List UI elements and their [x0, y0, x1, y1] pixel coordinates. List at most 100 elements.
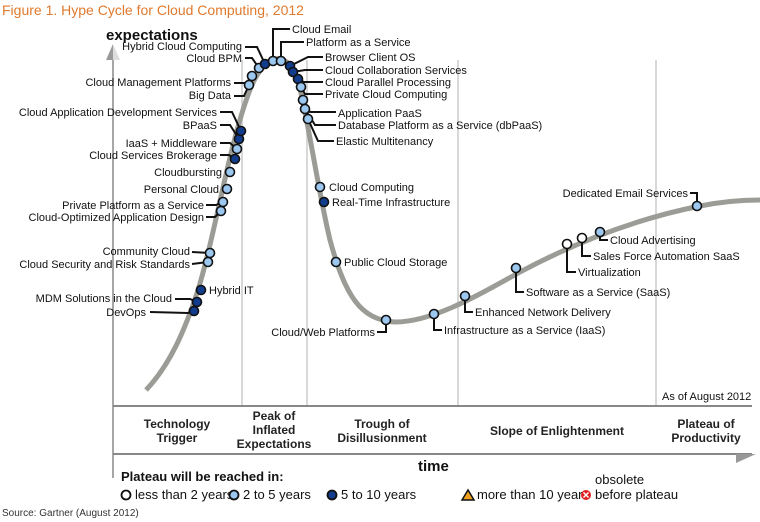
- hype-curve: [144, 56, 760, 392]
- tech-marker-cloud-computing: [314, 181, 326, 193]
- tech-marker-cloud-management-platforms: [246, 70, 258, 82]
- tech-marker-cloud-collaboration-services: [287, 66, 299, 78]
- tech-label-elastic-multitenancy: Elastic Multitenancy: [336, 136, 434, 148]
- tech-label-cloud-services-brokerage: Cloud Services Brokerage: [89, 150, 217, 162]
- phase-label-5: Productivity: [671, 431, 741, 445]
- phase-label-2: Expectations: [237, 437, 312, 451]
- tech-marker-private-platform-as-a-service: [217, 196, 229, 208]
- x-axis-arrow-icon: [736, 454, 756, 463]
- tech-marker-community-cloud: [204, 247, 216, 259]
- tech-label-cloud-collaboration-services: Cloud Collaboration Services: [325, 65, 467, 77]
- leader-browser-client-os: [289, 56, 323, 67]
- technology-labels: DevOps MDM Solutions in the Cloud Hybrid I…: [19, 24, 740, 339]
- tech-label-database-platform-as-a-service-dbpaas: Database Platform as a Service (dbPaaS): [338, 120, 542, 132]
- legend-label-5-to-10: 5 to 10 years: [341, 487, 417, 502]
- figure-title: Figure 1. Hype Cycle for Cloud Computing…: [2, 2, 304, 18]
- tech-label-enhanced-network-delivery: Enhanced Network Delivery: [475, 307, 611, 319]
- tech-marker-dedicated-email-services: [691, 200, 703, 212]
- leader-enhanced-network-delivery: [464, 296, 473, 313]
- tech-marker-cloud-application-development-services: [235, 125, 247, 137]
- tech-label-bpaas: BPaaS: [183, 120, 217, 132]
- tech-label-cloud-web-platforms: Cloud/Web Platforms: [271, 327, 375, 339]
- leader-infrastructure-as-a-service-iaas: [433, 314, 442, 331]
- phase-label-5: Plateau of: [677, 417, 735, 431]
- tech-label-cloud-bpm: Cloud BPM: [186, 53, 242, 65]
- tech-label-iaas-middleware: IaaS + Middleware: [126, 138, 217, 150]
- leader-virtualization: [566, 244, 576, 273]
- tech-label-sales-force-automation-saas: Sales Force Automation SaaS: [593, 251, 740, 263]
- tech-label-cloud-parallel-processing: Cloud Parallel Processing: [325, 77, 451, 89]
- tech-marker-infrastructure-as-a-service-iaas: [428, 308, 440, 320]
- phase-label-3: Trough of: [354, 417, 410, 431]
- tech-label-cloud-computing: Cloud Computing: [329, 182, 414, 194]
- y-axis-arrow-shade: [113, 44, 120, 60]
- tech-label-virtualization: Virtualization: [578, 267, 641, 279]
- legend-label-obsolete: before plateau: [595, 487, 678, 502]
- leader-sales-force-automation-saas: [581, 238, 591, 257]
- tech-marker-devops: [188, 305, 200, 317]
- phase-label-4: Slope of Enlightenment: [490, 424, 624, 438]
- tech-marker-personal-cloud: [221, 183, 233, 195]
- tech-label-private-platform-as-a-service: Private Platform as a Service: [62, 200, 204, 212]
- tech-label-devops: DevOps: [106, 307, 146, 319]
- legend-label-less-than-2: less than 2 years: [135, 487, 234, 502]
- x-axis-label: time: [418, 458, 449, 475]
- tech-label-cloudbursting: Cloudbursting: [154, 167, 222, 179]
- legend-label-obsolete: obsolete: [595, 472, 644, 487]
- tech-marker-public-cloud-storage: [330, 256, 342, 268]
- tech-label-cloud-email: Cloud Email: [292, 24, 351, 36]
- phase-label-1: Technology: [144, 417, 211, 431]
- leader-cloud-application-development-services: [220, 111, 242, 132]
- legend-marker-2-to-5-icon: [228, 489, 240, 501]
- tech-label-personal-cloud: Personal Cloud: [144, 184, 219, 196]
- tech-marker-database-platform-as-a-service-dbpaas: [299, 103, 311, 115]
- tech-marker-cloud-optimized-application-design: [215, 205, 227, 217]
- tech-label-hybrid-it: Hybrid IT: [209, 285, 254, 297]
- legend-label-more-than-10: more than 10 years: [477, 487, 590, 502]
- tech-marker-hybrid-it: [195, 284, 207, 296]
- leader-hybrid-cloud-computing: [245, 46, 266, 65]
- leader-cloud-email: [272, 28, 290, 61]
- tech-label-software-as-a-service-saas: Software as a Service (SaaS): [526, 287, 670, 299]
- tech-marker-cloud-advertising: [594, 226, 606, 238]
- tech-label-community-cloud: Community Cloud: [103, 246, 190, 258]
- legend: Plateau will be reached in: less than 2 …: [120, 469, 678, 502]
- tech-label-private-cloud-computing: Private Cloud Computing: [325, 89, 447, 101]
- tech-marker-enhanced-network-delivery: [459, 290, 471, 302]
- tech-label-cloud-application-development-services: Cloud Application Development Services: [19, 107, 218, 119]
- leader-bpaas: [220, 124, 240, 140]
- tech-label-big-data: Big Data: [189, 90, 232, 102]
- tech-label-mdm-solutions-in-the-cloud: MDM Solutions in the Cloud: [36, 293, 172, 305]
- as-of-label: As of August 2012: [662, 391, 751, 403]
- tech-marker-cloud-security-and-risk-standards: [202, 256, 214, 268]
- legend-marker-5-to-10-icon: [326, 489, 338, 501]
- tech-marker-platform-as-a-service: [275, 55, 287, 67]
- tech-label-public-cloud-storage: Public Cloud Storage: [344, 257, 447, 269]
- tech-label-dedicated-email-services: Dedicated Email Services: [563, 188, 689, 200]
- tech-marker-sales-force-automation-saas: [576, 232, 588, 244]
- tech-label-cloud-advertising: Cloud Advertising: [610, 235, 696, 247]
- legend-label-2-to-5: 2 to 5 years: [243, 487, 311, 502]
- tech-marker-software-as-a-service-saas: [510, 262, 522, 274]
- leader-elastic-multitenancy: [307, 118, 334, 142]
- leader-software-as-a-service-saas: [515, 268, 524, 293]
- technology-markers: [188, 55, 703, 326]
- tech-label-real-time-infrastructure: Real-Time Infrastructure: [332, 197, 450, 209]
- y-axis-arrow-icon: [106, 44, 113, 60]
- tech-marker-real-time-infrastructure: [318, 196, 330, 208]
- tech-marker-application-paas: [297, 94, 309, 106]
- legend-title: Plateau will be reached in:: [121, 469, 284, 484]
- legend-marker-less-than-2-icon: [120, 489, 132, 501]
- tech-label-hybrid-cloud-computing: Hybrid Cloud Computing: [122, 41, 242, 53]
- tech-marker-private-cloud-computing: [295, 81, 307, 93]
- tech-marker-elastic-multitenancy: [302, 113, 314, 125]
- tech-marker-iaas-middleware: [231, 143, 243, 155]
- source-note: Source: Gartner (August 2012): [2, 508, 139, 519]
- phase-label-3: Disillusionment: [337, 431, 426, 445]
- tech-marker-cloud-services-brokerage: [229, 153, 241, 165]
- tech-label-browser-client-os: Browser Client OS: [325, 52, 415, 64]
- tech-label-cloud-optimized-application-design: Cloud-Optimized Application Design: [29, 212, 204, 224]
- tech-label-platform-as-a-service: Platform as a Service: [306, 37, 411, 49]
